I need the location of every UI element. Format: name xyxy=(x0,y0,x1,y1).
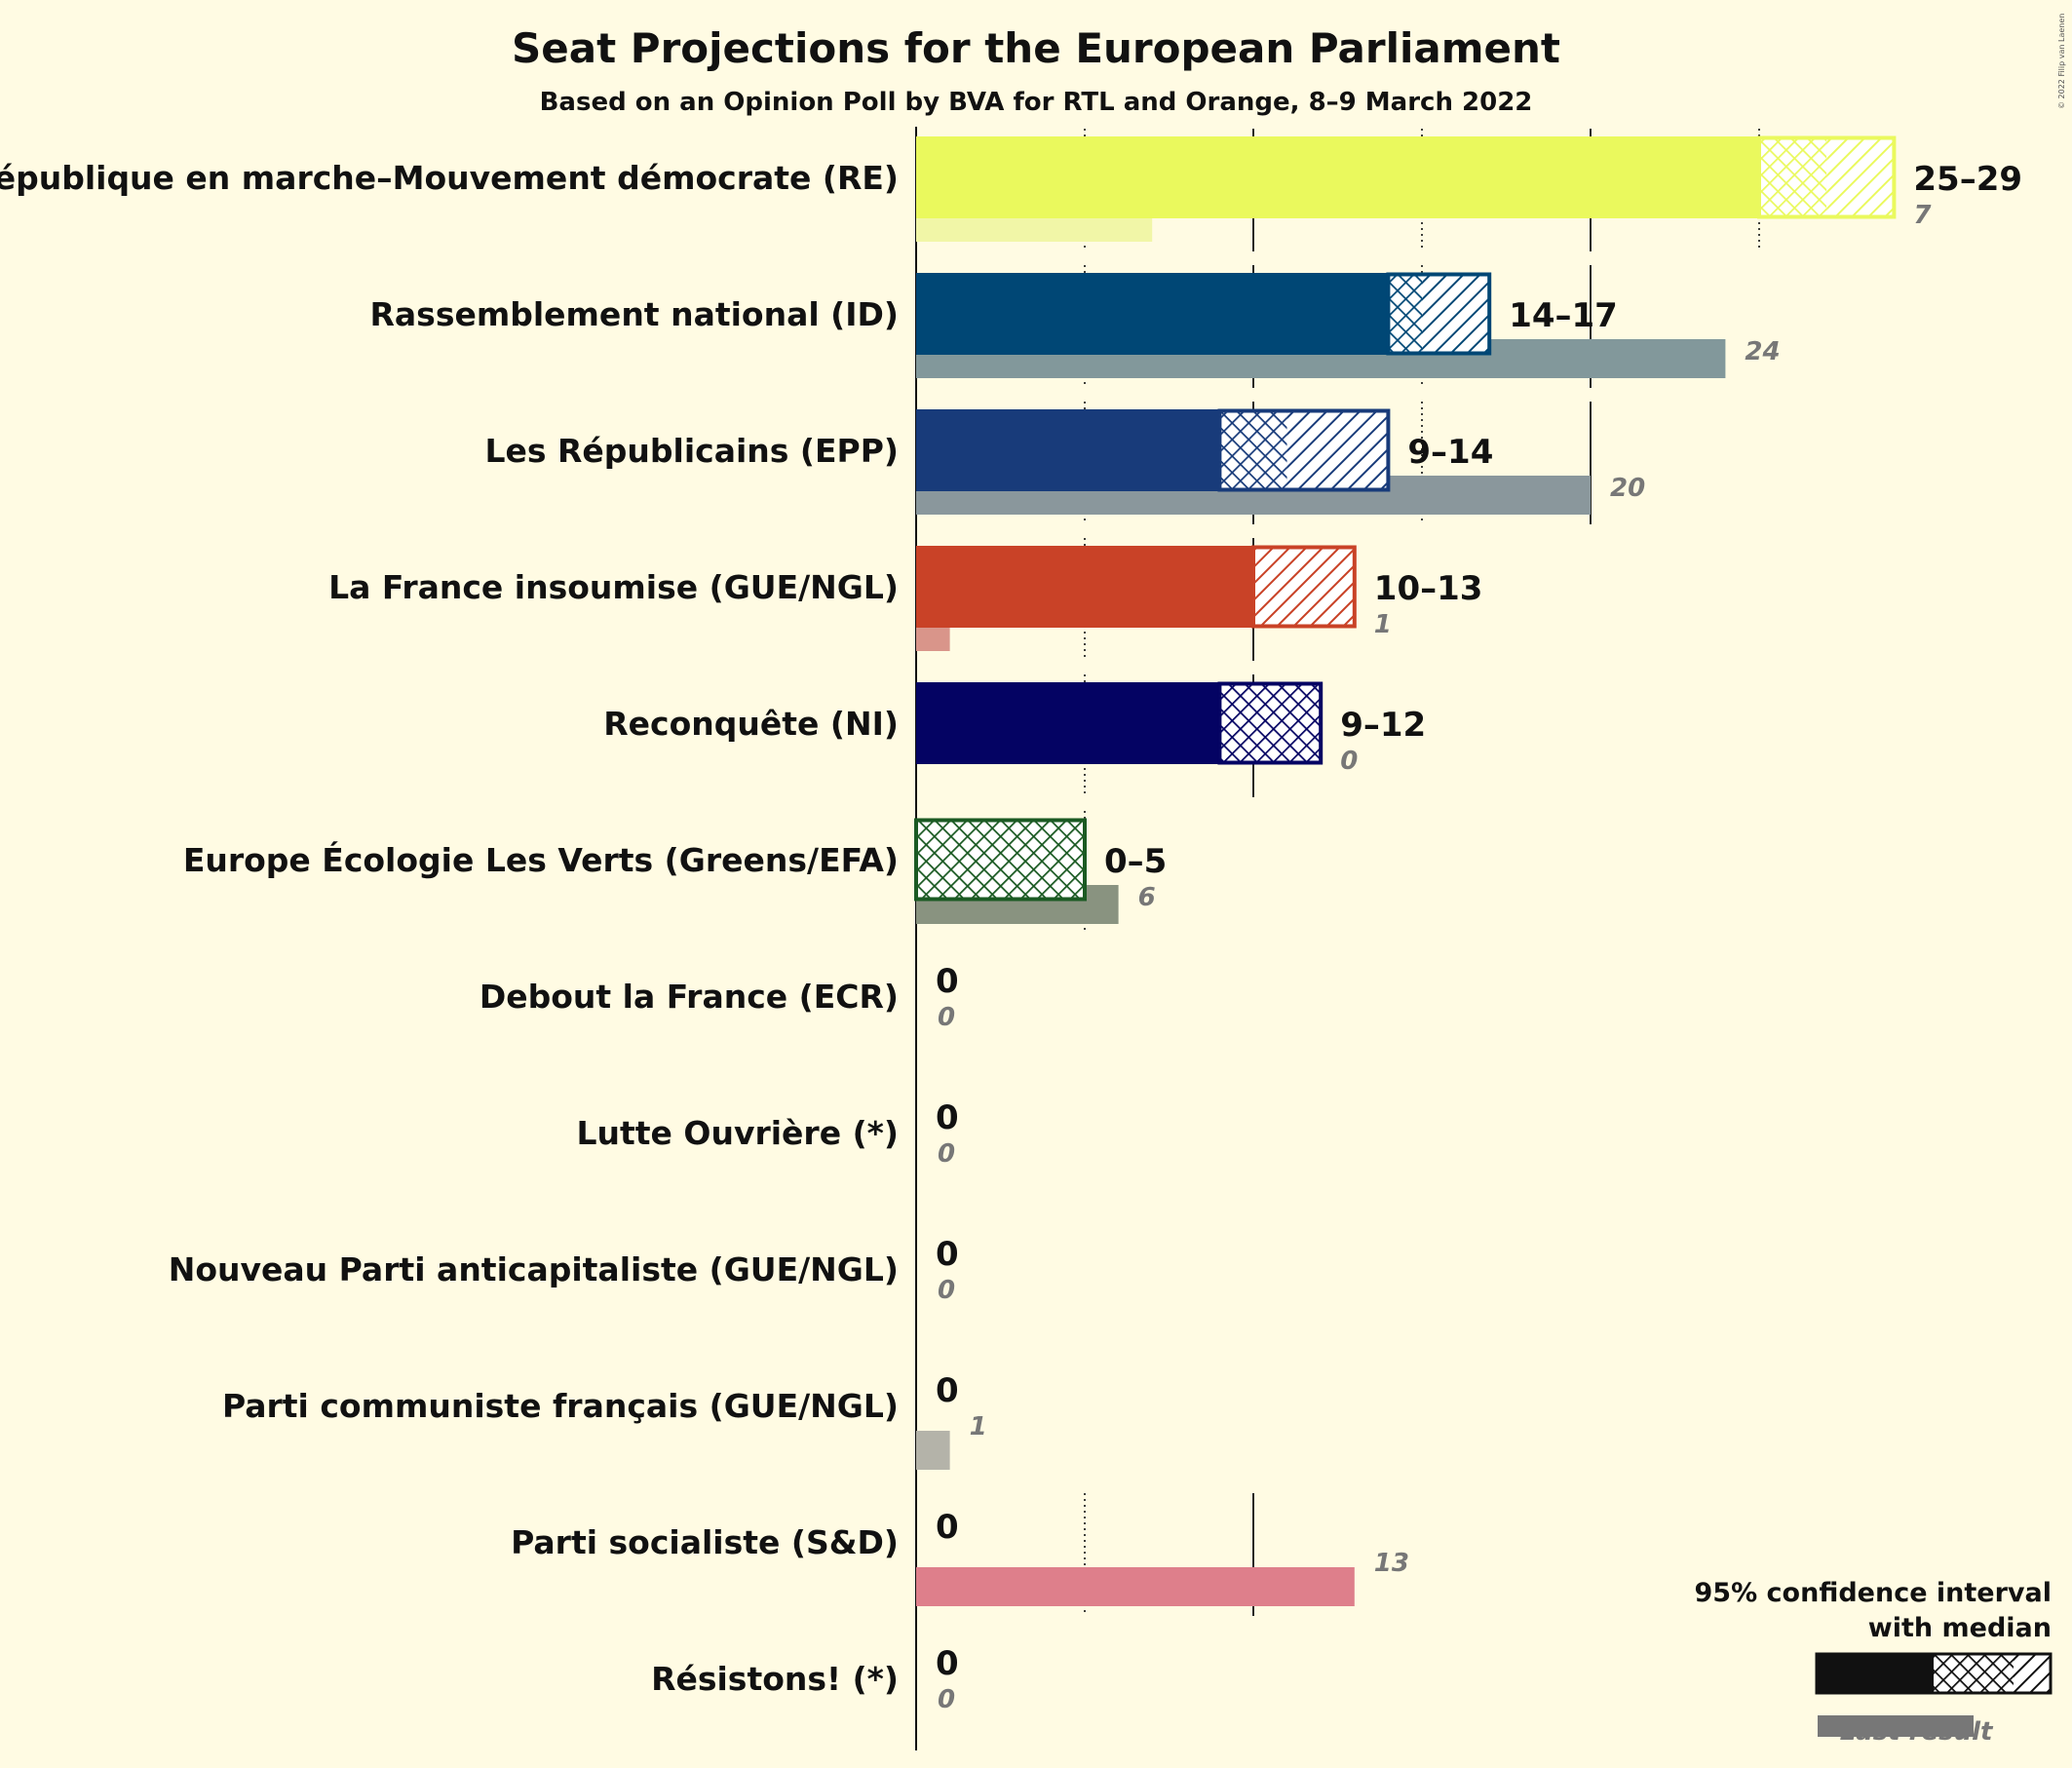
confidence-upper-bar xyxy=(1286,409,1389,491)
confidence-frame xyxy=(1217,408,1391,492)
party-label: Rassemblement national (ID) xyxy=(370,295,900,333)
party-row: La République en marche–Mouvement démocr… xyxy=(0,135,2022,242)
range-label: 0 xyxy=(936,1644,959,1683)
range-label: 9–12 xyxy=(1340,706,1426,745)
party-row: Europe Écologie Les Verts (Greens/EFA) 0–… xyxy=(183,818,1167,924)
range-label: 0 xyxy=(936,1371,959,1410)
confidence-upper-bar xyxy=(1826,136,1895,218)
party-label: Lutte Ouvrière (*) xyxy=(576,1114,899,1152)
last-result-label: 6 xyxy=(1138,883,1156,912)
party-row: Rassemblement national (ID) 14–17 24 xyxy=(370,272,1781,378)
last-result-label: 20 xyxy=(1610,474,1645,503)
confidence-frame xyxy=(1217,681,1324,765)
legend-hatch xyxy=(2014,1653,2051,1694)
party-label: Debout la France (ECR) xyxy=(480,978,899,1016)
last-result-label: 1 xyxy=(970,1412,987,1441)
last-result-label: 7 xyxy=(1913,201,1932,230)
party-row: Nouveau Parti anticapitaliste (GUE/NGL) 0… xyxy=(169,1235,959,1305)
last-result-label: 24 xyxy=(1745,337,1780,366)
confidence-solid-bar xyxy=(916,409,1220,491)
party-label: Europe Écologie Les Verts (Greens/EFA) xyxy=(183,840,899,879)
party-row: Parti communiste français (GUE/NGL) 01 xyxy=(222,1371,987,1470)
last-result-label: 13 xyxy=(1374,1549,1409,1578)
legend-solid xyxy=(1817,1653,1934,1694)
party-row: Les Républicains (EPP) 9–14 20 xyxy=(484,408,1645,515)
confidence-solid-bar xyxy=(916,546,1253,628)
confidence-solid-bar xyxy=(916,273,1389,355)
confidence-frame xyxy=(1386,272,1492,356)
confidence-median-bar xyxy=(1759,136,1827,218)
confidence-solid-bar xyxy=(916,136,1759,218)
range-label: 0–5 xyxy=(1104,842,1167,881)
confidence-median-bar xyxy=(1388,273,1422,355)
legend-crosshatch xyxy=(1934,1653,2014,1694)
legend-last-result-bar xyxy=(1818,1715,1974,1737)
chart-title: Seat Projections for the European Parlia… xyxy=(512,24,1560,72)
range-label: 0 xyxy=(936,962,959,1001)
bars: La République en marche–Mouvement démocr… xyxy=(0,135,2022,1714)
confidence-frame xyxy=(1757,135,1897,219)
party-label: Reconquête (NI) xyxy=(603,705,899,743)
legend-title-line1: 95% confidence interval xyxy=(1695,1578,2052,1608)
last-result-label: 0 xyxy=(938,1685,955,1714)
party-row: Résistons! (*) 00 xyxy=(651,1644,959,1714)
chart-subtitle: Based on an Opinion Poll by BVA for RTL … xyxy=(540,88,1533,117)
last-result-bar xyxy=(916,1567,1355,1606)
range-label: 14–17 xyxy=(1509,296,1618,335)
range-label: 0 xyxy=(936,1235,959,1274)
confidence-frame xyxy=(914,818,1087,902)
party-row: Parti socialiste (S&D) 0 13 xyxy=(511,1508,1409,1606)
confidence-upper-bar xyxy=(1422,273,1490,355)
copyright-note: © 2022 Filip van Laenen xyxy=(2057,14,2066,109)
confidence-median-bar xyxy=(916,819,1085,901)
range-label: 0 xyxy=(936,1098,959,1137)
confidence-upper-bar xyxy=(1253,546,1355,628)
range-label: 25–29 xyxy=(1913,160,2022,199)
range-label: 10–13 xyxy=(1374,569,1483,608)
party-row: Reconquête (NI) 9–120 xyxy=(603,681,1426,776)
party-row: Debout la France (ECR) 00 xyxy=(480,962,959,1032)
last-result-bar xyxy=(916,1431,950,1470)
party-label: La France insoumise (GUE/NGL) xyxy=(328,568,899,606)
party-row: La France insoumise (GUE/NGL) 10–131 xyxy=(328,545,1483,651)
last-result-label: 0 xyxy=(938,1003,955,1032)
legend-swatch xyxy=(1815,1652,2053,1737)
legend: 95% confidence interval with median Last… xyxy=(1695,1578,2053,1747)
party-label: La République en marche–Mouvement démocr… xyxy=(0,159,899,197)
legend-title-line2: with median xyxy=(1868,1613,2052,1643)
party-label: Nouveau Parti anticapitaliste (GUE/NGL) xyxy=(169,1250,899,1288)
last-result-label: 0 xyxy=(938,1139,955,1169)
confidence-solid-bar xyxy=(916,682,1220,764)
last-result-label: 0 xyxy=(1340,747,1358,776)
range-label: 0 xyxy=(936,1508,959,1547)
range-label: 9–14 xyxy=(1407,433,1493,472)
party-label: Parti communiste français (GUE/NGL) xyxy=(222,1387,899,1425)
party-row: Lutte Ouvrière (*) 00 xyxy=(576,1098,958,1169)
confidence-median-bar xyxy=(1219,409,1287,491)
confidence-median-bar xyxy=(1219,682,1322,764)
confidence-frame xyxy=(1251,545,1357,629)
party-label: Les Républicains (EPP) xyxy=(484,432,899,470)
last-result-label: 0 xyxy=(938,1276,955,1305)
last-result-label: 1 xyxy=(1374,610,1392,639)
party-label: Résistons! (*) xyxy=(651,1660,899,1698)
party-label: Parti socialiste (S&D) xyxy=(511,1523,899,1561)
legend-frame xyxy=(1815,1652,2053,1695)
